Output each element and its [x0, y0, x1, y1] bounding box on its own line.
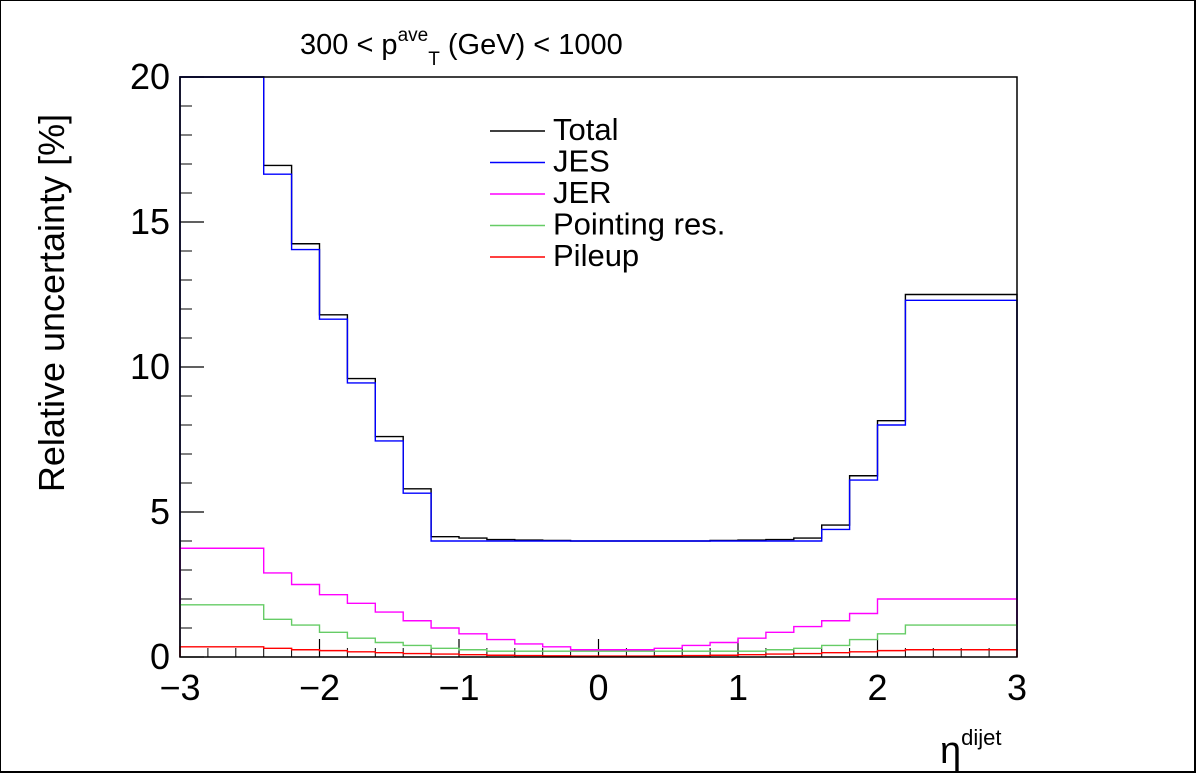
legend-label: Pileup	[553, 238, 639, 273]
y-tick-label: 15	[130, 201, 170, 242]
series-line-jer	[179, 547, 1018, 657]
y-axis-label: Relative uncertainty [%]	[31, 114, 72, 492]
chart-title-sup: ave	[398, 25, 429, 46]
legend-label: Total	[553, 112, 618, 147]
series-lines	[179, 76, 1018, 657]
x-tick-label: −3	[159, 667, 200, 708]
axis-tick-labels: −3 −2 −1 0 1 2 3 0 5 10 15 20	[130, 56, 1027, 708]
y-tick-label: 10	[130, 346, 170, 387]
chart-title-sub: T	[428, 49, 440, 70]
legend-label: Pointing res.	[553, 207, 725, 242]
chart-title: 300 < pave T (GeV) < 1000	[300, 25, 623, 70]
x-tick-label: 3	[1007, 667, 1027, 708]
x-tick-label: −2	[299, 667, 340, 708]
y-tick-label: 20	[130, 56, 170, 97]
x-tick-label: 1	[728, 667, 748, 708]
chart-title-prefix: 300 < p	[300, 29, 398, 61]
y-tick-label: 5	[150, 491, 170, 532]
x-tick-label: −1	[438, 667, 479, 708]
legend-label: JER	[553, 175, 612, 210]
legend-label: JES	[553, 144, 610, 179]
series-line-jes	[179, 76, 1018, 657]
x-axis-label: ηdijet	[940, 725, 1002, 772]
plot-area-frame	[179, 76, 1018, 658]
x-tick-label: 2	[867, 667, 887, 708]
x-axis-label-base: η	[940, 730, 961, 772]
series-line-pointing-res	[179, 604, 1018, 657]
x-tick-label: 0	[588, 667, 608, 708]
chart-title-suffix: (GeV) < 1000	[440, 29, 623, 61]
y-tick-label: 0	[150, 636, 170, 677]
x-axis-label-sup: dijet	[961, 725, 1001, 750]
series-line-pileup	[179, 646, 1018, 657]
